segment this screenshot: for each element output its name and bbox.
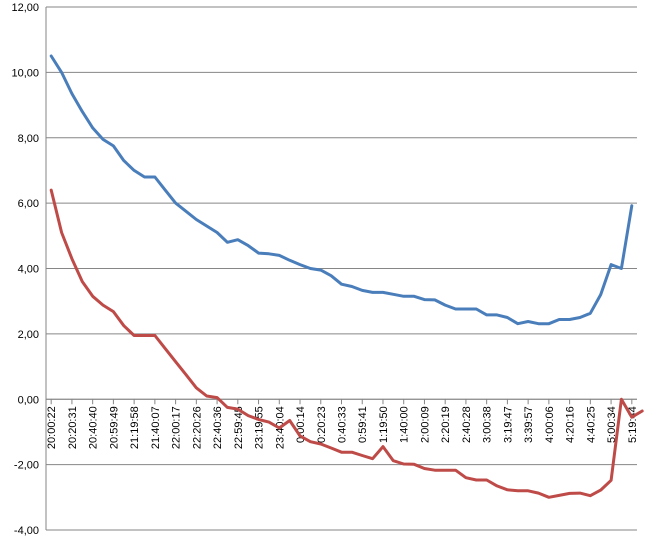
y-tick-label: -4,00 xyxy=(14,525,39,537)
x-tick-label: 4:40:25 xyxy=(585,406,597,443)
y-tick-label: 6,00 xyxy=(18,198,39,210)
x-tick-label: 5:00:34 xyxy=(606,406,618,443)
x-tick-label: 2:00:09 xyxy=(419,406,431,443)
x-tick-label: 1:19:50 xyxy=(378,406,390,443)
x-tick-label: 1:40:00 xyxy=(399,406,411,443)
x-tick-label: 20:40:40 xyxy=(88,406,100,449)
y-tick-label: 12,00 xyxy=(11,2,39,14)
y-axis: 12,00 10,00 8,00 6,00 4,00 2,00 0,00 -2,00 -4,00 xyxy=(11,2,47,537)
y-tick-label: 10,00 xyxy=(11,67,39,79)
x-tick-label: 20:59:49 xyxy=(108,406,120,449)
x-tick-label: 3:39:57 xyxy=(523,406,535,443)
x-tick-label: 21:19:58 xyxy=(129,406,141,449)
series-line-2 xyxy=(49,188,644,499)
x-tick-label: 20:00:22 xyxy=(46,406,58,449)
x-tick-label: 22:00:17 xyxy=(171,406,183,449)
x-tick-label: 2:40:28 xyxy=(461,406,473,443)
x-tick-label: 20:20:31 xyxy=(67,406,79,449)
y-tick-label: 2,00 xyxy=(18,329,39,341)
y-tick-label: -2,00 xyxy=(14,460,39,472)
x-tick-label: 2:20:19 xyxy=(440,406,452,443)
series-line-1 xyxy=(49,54,634,326)
plot-area xyxy=(49,54,644,499)
x-tick-label: 3:00:38 xyxy=(482,406,494,443)
x-tick-label: 3:19:47 xyxy=(502,406,514,443)
x-tick-label: 21:40:07 xyxy=(150,406,162,449)
x-tick-label: 0:59:41 xyxy=(357,406,369,443)
x-tick-label: 22:59:45 xyxy=(233,406,245,449)
x-tick-label: 4:20:16 xyxy=(565,406,577,443)
x-tick-label: 0:20:23 xyxy=(316,406,328,443)
x-axis: 20:00:22 20:20:31 20:40:40 20:59:49 21:19:58… xyxy=(46,398,639,449)
y-tick-label: 4,00 xyxy=(18,264,39,276)
x-tick-label: 23:19:55 xyxy=(254,406,266,449)
y-tick-label: 0,00 xyxy=(18,394,39,406)
x-tick-label: 0:40:33 xyxy=(337,406,349,443)
x-tick-label: 4:00:06 xyxy=(544,406,556,443)
x-tick-label: 22:40:36 xyxy=(212,406,224,449)
x-tick-label: 22:20:26 xyxy=(191,406,203,449)
y-tick-label: 8,00 xyxy=(18,133,39,145)
